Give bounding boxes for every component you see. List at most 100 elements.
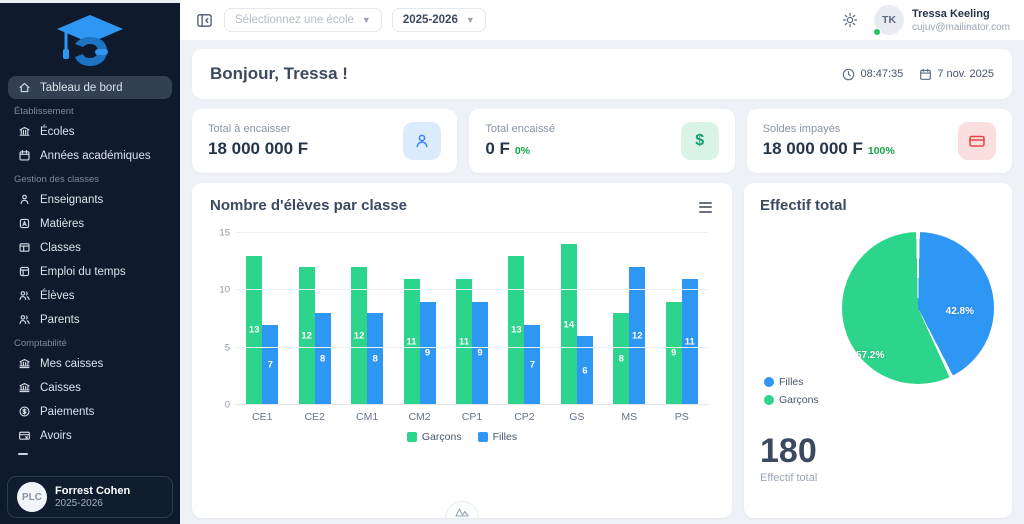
bar-garçons-gs[interactable]: 14: [560, 244, 577, 405]
sidebar-user-card[interactable]: PLC Forrest Cohen 2025-2026: [7, 476, 173, 518]
parents-icon: [19, 315, 30, 325]
x-axis-labels: CE1 CE2 CM1 CM2 CP1 CP2 GS MS PS: [236, 411, 708, 423]
bar-group: 8 12: [603, 233, 655, 405]
sidebar-item-parents[interactable]: Parents: [8, 308, 172, 331]
online-status-dot: [873, 28, 882, 36]
sidebar-item-mes-caisses[interactable]: Mes caisses: [8, 352, 172, 375]
bar-filles-cm1[interactable]: 8: [367, 313, 384, 405]
bar-garçons-cm1[interactable]: 12: [351, 267, 368, 405]
legend-label: Garçons: [421, 431, 462, 443]
bar-garçons-ps[interactable]: 9: [665, 301, 682, 405]
bar-value-label: 8: [320, 353, 326, 365]
legend-item-filles[interactable]: Filles: [477, 431, 518, 443]
user-menu[interactable]: TK Tressa Keeling cujuv@mailinator.com: [873, 5, 1010, 36]
sidebar-item-emploi-du-temps[interactable]: Emploi du temps: [8, 260, 172, 283]
main-area: Sélectionnez une école ▼ 2025-2026 ▼ TK: [180, 0, 1024, 524]
bar-chart-title: Nombre d'élèves par classe: [210, 197, 408, 214]
gridline: [236, 404, 708, 405]
sidebar-item-classes[interactable]: Classes: [8, 236, 172, 259]
sidebar-item-ecoles[interactable]: Écoles: [8, 120, 172, 143]
sidebar-item-label: Emploi du temps: [40, 265, 126, 278]
sidebar-item-label: Élèves: [40, 289, 75, 302]
bar-filles-ms[interactable]: 12: [629, 267, 646, 405]
bar-value-label: 11: [458, 336, 469, 348]
bank-icon: [19, 358, 30, 369]
legend-item-filles[interactable]: Filles: [764, 376, 819, 388]
sidebar-item-enseignants[interactable]: Enseignants: [8, 188, 172, 211]
topbar-right: TK Tressa Keeling cujuv@mailinator.com: [842, 5, 1010, 36]
bar-garçons-ms[interactable]: 8: [613, 313, 630, 405]
legend-item-garçons[interactable]: Garçons: [406, 431, 462, 443]
bar-garçons-ce2[interactable]: 12: [298, 267, 315, 405]
bars: 13 7 12 8 12 8 11 9 11 9 13 7 14 6 8 12 9 11: [236, 233, 708, 405]
year-select[interactable]: 2025-2026 ▼: [391, 8, 486, 32]
stat-label: Total encaissé: [485, 123, 556, 135]
stat-percent: 100%: [867, 145, 895, 157]
topbar: Sélectionnez une école ▼ 2025-2026 ▼ TK: [180, 0, 1024, 40]
stat-value: 18 000 000 F: [208, 139, 309, 158]
time-value: 08:47:35: [860, 68, 904, 80]
bar-group: 13 7: [236, 233, 288, 405]
dollar-circle-icon: [19, 406, 30, 417]
sidebar-item-partial[interactable]: [18, 453, 28, 455]
bar-filles-ps[interactable]: 11: [681, 278, 698, 405]
greeting-card: Bonjour, Tressa ! 08:47:35 7 nov. 2025: [192, 49, 1012, 99]
bar-filles-ce2[interactable]: 8: [314, 313, 331, 405]
chart-menu-icon[interactable]: [697, 197, 714, 217]
user-year: 2025-2026: [55, 498, 103, 510]
bar-value-label: 7: [267, 359, 273, 371]
sidebar-item-caisses[interactable]: Caisses: [8, 376, 172, 399]
graduation-cap-icon: [57, 15, 123, 66]
school-select[interactable]: Sélectionnez une école ▼: [224, 8, 382, 32]
sidebar-item-label: Caisses: [40, 381, 81, 394]
sidebar-item-avoirs[interactable]: Avoirs: [8, 424, 172, 447]
sidebar-item-annees-academiques[interactable]: Années académiques: [8, 144, 172, 167]
date-value: 7 nov. 2025: [937, 68, 994, 80]
sidebar-item-eleves[interactable]: Élèves: [8, 284, 172, 307]
theme-toggle-button[interactable]: [842, 12, 858, 28]
pie-graphic: [842, 232, 994, 384]
legend-item-garçons[interactable]: Garçons: [764, 394, 819, 406]
sidebar-item-paiements[interactable]: Paiements: [8, 400, 172, 423]
bar-filles-cp1[interactable]: 9: [471, 301, 488, 405]
bar-group: 9 11: [656, 233, 708, 405]
total-count-label: Effectif total: [760, 472, 818, 484]
bar-value-label: 13: [248, 324, 260, 336]
mountains-icon: [455, 508, 469, 517]
sidebar-item-tableau-de-bord[interactable]: Tableau de bord: [8, 76, 172, 99]
bar-filles-gs[interactable]: 6: [576, 336, 593, 405]
user-icon: [403, 122, 442, 160]
classroom-icon: [19, 243, 30, 252]
bar-garçons-cp1[interactable]: 11: [455, 278, 472, 405]
stat-percent: 0%: [514, 145, 531, 157]
sidebar-item-label: Écoles: [40, 125, 75, 138]
bar-filles-ce1[interactable]: 7: [262, 324, 279, 405]
x-axis-label: CP2: [514, 411, 535, 423]
gridline: [236, 232, 708, 233]
bar-garçons-cm2[interactable]: 11: [403, 278, 420, 405]
sidebar-collapse-button[interactable]: [194, 10, 214, 30]
legend-swatch: [764, 395, 774, 405]
stat-card-total-a-encaisser: Total à encaisser 18 000 000 F: [192, 109, 458, 173]
bar-garçons-cp2[interactable]: 13: [508, 255, 525, 405]
sidebar-item-label: Classes: [40, 241, 81, 254]
bar-chart-legend: Garçons Filles: [210, 431, 714, 443]
sidebar-item-label: Enseignants: [40, 193, 104, 206]
bar-group: 12 8: [288, 233, 340, 405]
bar-filles-cm2[interactable]: 9: [419, 301, 436, 405]
legend-label: Filles: [492, 431, 518, 443]
calendar-icon: [19, 150, 30, 161]
sidebar-item-matieres[interactable]: Matières: [8, 212, 172, 235]
teacher-icon: [20, 194, 29, 205]
bar-value-label: 9: [477, 347, 483, 359]
bar-value-label: 6: [582, 365, 588, 377]
bar-filles-cp2[interactable]: 7: [524, 324, 541, 405]
chart-watermark: [445, 501, 479, 518]
profile-email: cujuv@mailinator.com: [912, 21, 1010, 33]
bar-garçons-ce1[interactable]: 13: [246, 255, 263, 405]
bar-chart-plot: 13 7 12 8 12 8 11 9 11 9 13 7 14 6 8 12 9 11 0 5 10 15: [219, 228, 708, 411]
gridline: [236, 346, 708, 348]
date-display: 7 nov. 2025: [919, 68, 994, 81]
students-icon: [19, 291, 30, 301]
